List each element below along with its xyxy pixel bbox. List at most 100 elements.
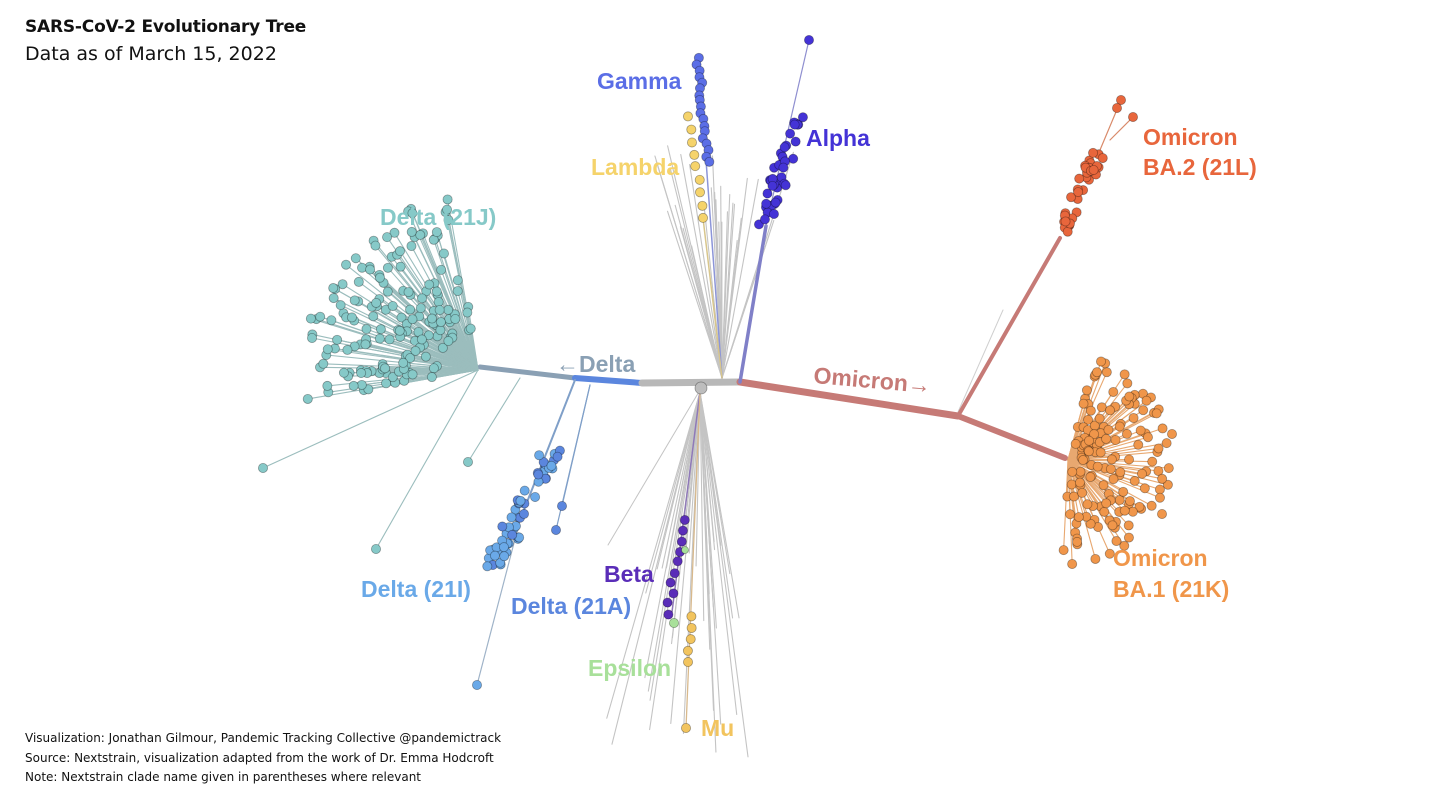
delta-21j-tip <box>350 253 361 264</box>
delta-trunk <box>572 375 645 386</box>
alpha-tip <box>790 136 801 147</box>
omicron-ba1-tip <box>1121 428 1132 439</box>
omicron-ba1-tip <box>1136 468 1147 479</box>
label-omicron-ba1-line2: BA.1 (21K) <box>1113 576 1229 602</box>
mu-tip <box>685 634 696 645</box>
alpha-tip <box>797 112 808 123</box>
delta-21j-tip <box>374 333 385 344</box>
omicron-ba1-tip <box>1119 505 1130 516</box>
beta-tip <box>672 556 683 567</box>
delta-21j-tip <box>322 344 333 355</box>
omicron-ba2-tip <box>1116 95 1127 106</box>
alpha-tip <box>759 214 770 225</box>
omicron-ba1-branch <box>1063 459 1069 551</box>
delta-21j-tip <box>382 232 393 243</box>
delta-21i-tip <box>515 495 526 506</box>
beta-tip <box>669 568 680 579</box>
delta-21j-tip <box>305 313 316 324</box>
delta-21i-tip <box>507 529 518 540</box>
alpha-stem <box>738 224 768 384</box>
lambda-tip <box>682 111 693 122</box>
omicron-ba1-tip <box>1161 438 1172 449</box>
omicron-ba2-tip <box>1088 147 1099 158</box>
omicron-ba2-tip <box>1112 103 1123 114</box>
omicron-ba1-tip <box>1105 464 1116 475</box>
omicron-ba1-tip <box>1123 520 1134 531</box>
delta-trunk <box>477 364 578 381</box>
delta-21j-tip <box>443 336 454 347</box>
delta-21j-tip <box>406 241 417 252</box>
lambda-tip <box>686 137 697 148</box>
omicron-ba2-tip <box>1128 112 1139 123</box>
omicron-ba1-tip <box>1151 408 1162 419</box>
delta-21j-tip <box>356 379 367 390</box>
delta-21j-tip <box>423 330 434 341</box>
delta-21i-tip <box>552 451 563 462</box>
omicron-ba1-tip <box>1084 435 1095 446</box>
omicron-ba1-tip <box>1157 473 1168 484</box>
delta-21j-tip <box>434 305 445 316</box>
omicron-ba1-tip <box>1135 425 1146 436</box>
grey-spoke <box>670 391 701 725</box>
omicron-ba1-tip <box>1141 395 1152 406</box>
credit-note: Note: Nextstrain clade name given in par… <box>25 770 421 784</box>
omicron-ba1-tip <box>1078 398 1089 409</box>
omicron-ba1-tip <box>1124 496 1135 507</box>
grey-spoke <box>721 203 736 379</box>
delta-21j-tip <box>442 194 453 205</box>
delta-21j-tip <box>452 286 463 297</box>
omicron-ba1-tip <box>1133 439 1144 450</box>
omicron-ba1-tip <box>1154 492 1165 503</box>
delta-21j-tip <box>375 324 386 335</box>
label-delta-21j: Delta (21J) <box>380 204 496 230</box>
omicron-ba2-tip <box>1062 226 1073 237</box>
delta-21j-tip <box>382 262 393 273</box>
grey-spoke <box>647 391 701 692</box>
mu-tip <box>683 657 694 668</box>
delta-21j-tip <box>426 372 437 383</box>
omicron-ba1-tip <box>1139 483 1150 494</box>
omicron-ba1-tip <box>1065 509 1076 520</box>
grey-spoke <box>721 220 775 379</box>
grey-spoke <box>654 155 723 379</box>
omicron-ba2-stem <box>956 236 1062 418</box>
delta-21j-tip <box>452 275 463 286</box>
delta-21j-tip <box>370 544 381 555</box>
alpha-tip <box>761 198 772 209</box>
delta-21j-tip <box>407 369 418 380</box>
delta-21i-tip <box>499 551 510 562</box>
delta-21j-tip <box>341 259 352 270</box>
omicron-ba1-tip <box>1147 456 1158 467</box>
grey-spoke <box>699 391 715 543</box>
delta-21j-tip <box>415 229 426 240</box>
mu-tip <box>682 645 693 656</box>
delta-21j-tip <box>318 358 329 369</box>
delta-21j-tip <box>405 304 416 315</box>
credit-visualization: Visualization: Jonathan Gilmour, Pandemi… <box>25 731 502 745</box>
delta-21j-tip <box>395 261 406 272</box>
omicron-ba1-tip <box>1083 446 1094 457</box>
delta-21j-branch <box>403 368 479 371</box>
alpha-tip <box>789 119 800 130</box>
omicron-ba1-tip <box>1075 466 1086 477</box>
omicron-ba1-tip <box>1085 472 1096 483</box>
label-omicron-ba2-line2: BA.2 (21L) <box>1143 154 1257 180</box>
delta-21j-branch <box>433 239 479 371</box>
delta-21j-tip <box>328 293 339 304</box>
delta-21j-tip <box>382 286 393 297</box>
omicron-ba1-tip <box>1114 421 1125 432</box>
grey-spoke <box>699 391 734 619</box>
beta-tip <box>665 577 676 588</box>
omicron-ba1-tip <box>1111 536 1122 547</box>
root-node <box>694 381 708 395</box>
delta-21j-tip <box>356 368 367 379</box>
delta-21j-tip <box>462 307 473 318</box>
tree-tips <box>257 35 1178 734</box>
omicron-ba2-tip <box>1073 187 1084 198</box>
delta-21j-tip <box>363 384 374 395</box>
omicron-ba2-branch <box>1109 116 1134 141</box>
alpha-tip <box>768 209 779 220</box>
omicron-ba1-tip <box>1082 499 1093 510</box>
delta-21j-tip <box>348 380 359 391</box>
omicron-ba1-tip <box>1072 536 1083 547</box>
